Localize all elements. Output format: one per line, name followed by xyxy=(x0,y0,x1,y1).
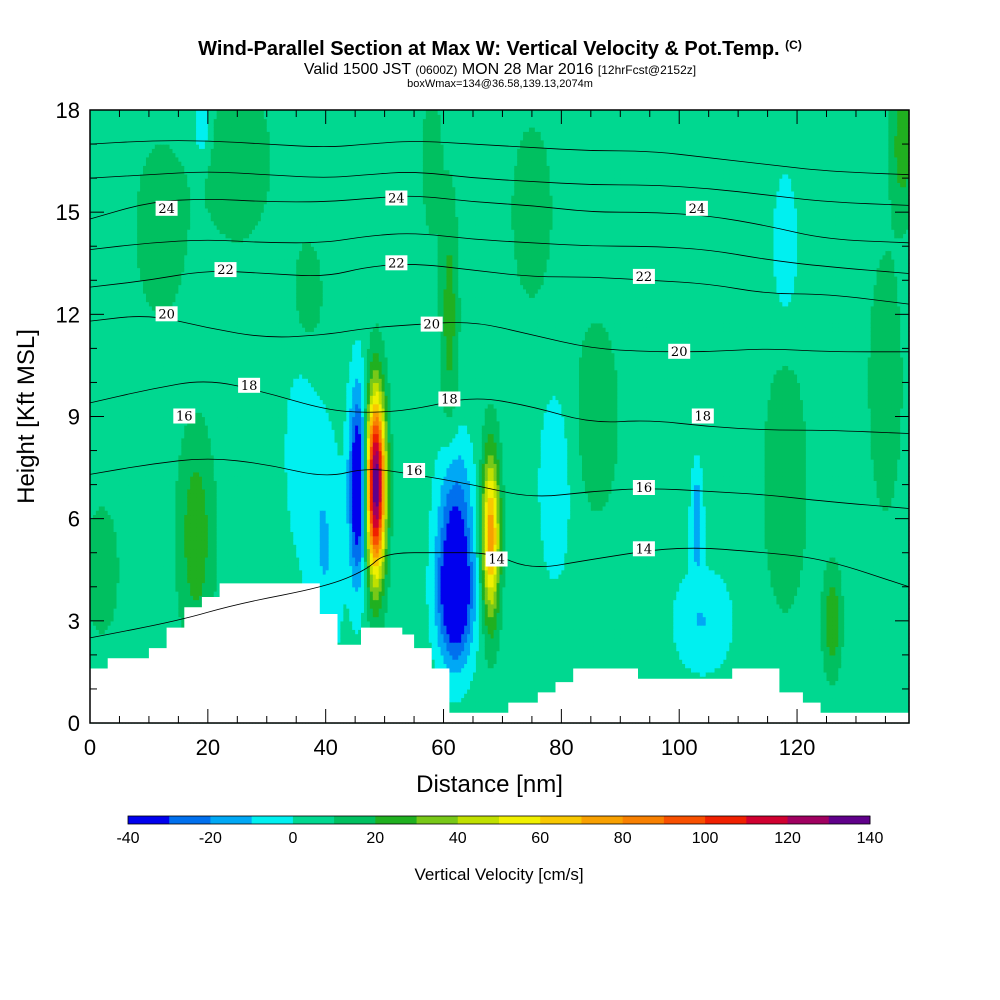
cross-section-chart: 24242422 22222020201818181616161414 0 20 40… xyxy=(0,0,1000,1000)
